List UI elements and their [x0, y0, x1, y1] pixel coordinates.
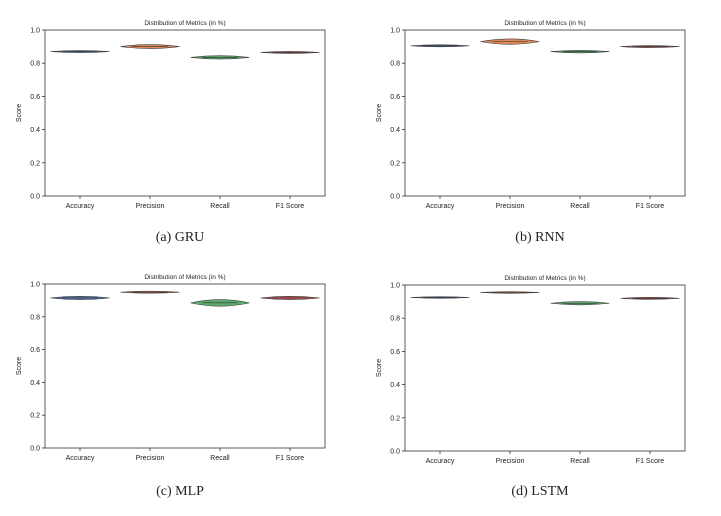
x-tick-label: Accuracy — [426, 458, 455, 465]
y-tick-label: 1.0 — [30, 28, 40, 35]
y-tick-label: 0.6 — [390, 349, 400, 356]
x-tick-label: F1 Score — [636, 203, 665, 210]
y-axis-label: Score — [376, 359, 383, 377]
x-tick-label: Recall — [570, 458, 590, 465]
y-tick-label: 0.2 — [390, 415, 400, 422]
x-tick-label: Recall — [210, 455, 230, 462]
y-tick-label: 0.4 — [30, 380, 40, 387]
y-tick-label: 0.4 — [390, 127, 400, 134]
y-tick-label: 0.2 — [30, 160, 40, 167]
caption-mlp: (c) MLP — [156, 484, 204, 499]
panel-lstm: Distribution of Metrics (in %) 0.0 0.2 0.4 0… — [360, 258, 720, 516]
y-tick-label: 0.8 — [390, 316, 400, 323]
y-axis-label: Score — [16, 104, 23, 122]
x-tick-label: Accuracy — [426, 203, 455, 210]
y-tick-label: 0.0 — [30, 194, 40, 201]
caption-lstm: (d) LSTM — [511, 484, 569, 499]
plot-frame — [404, 284, 686, 452]
y-tick-label: 0.0 — [390, 449, 400, 456]
y-tick-label: 0.4 — [390, 382, 400, 389]
y-tick-label: 0.0 — [30, 446, 40, 453]
chart-title: Distribution of Metrics (in %) — [144, 274, 225, 281]
chart-rnn: Distribution of Metrics (in %) 0.0 0.2 0.4 0… — [376, 20, 686, 210]
x-tick-label: F1 Score — [276, 203, 305, 210]
panel-mlp: Distribution of Metrics (in %) 0.0 0.2 0.4 0… — [0, 258, 360, 516]
plot-frame — [44, 283, 326, 449]
x-tick-label: Recall — [570, 203, 590, 210]
y-tick-label: 0.8 — [390, 61, 400, 68]
y-tick-label: 0.0 — [390, 194, 400, 201]
y-tick-label: 0.2 — [390, 160, 400, 167]
x-tick-label: Precision — [136, 455, 165, 462]
chart-gru: Distribution of Metrics (in %) 0.0 0.2 0.4 0… — [16, 20, 326, 210]
chart-mlp: Distribution of Metrics (in %) 0.0 0.2 0.4 0… — [16, 274, 326, 462]
x-tick-label: F1 Score — [276, 455, 305, 462]
plot-frame — [404, 29, 686, 197]
x-tick-label: F1 Score — [636, 458, 665, 465]
chart-title: Distribution of Metrics (in %) — [504, 275, 585, 282]
x-tick-label: Accuracy — [66, 455, 95, 462]
y-tick-label: 1.0 — [30, 282, 40, 289]
y-tick-label: 0.6 — [30, 94, 40, 101]
chart-title: Distribution of Metrics (in %) — [144, 20, 225, 27]
panel-gru: Distribution of Metrics (in %) 0.0 0.2 0.4 0… — [0, 0, 360, 258]
plot-frame — [44, 29, 326, 197]
y-tick-label: 0.6 — [30, 347, 40, 354]
chart-title: Distribution of Metrics (in %) — [504, 20, 585, 27]
caption-rnn: (b) RNN — [515, 230, 565, 245]
panel-rnn: Distribution of Metrics (in %) 0.0 0.2 0.4 0… — [360, 0, 720, 258]
y-tick-label: 0.8 — [30, 314, 40, 321]
x-tick-label: Precision — [496, 203, 525, 210]
y-tick-label: 0.6 — [390, 94, 400, 101]
x-tick-label: Recall — [210, 203, 230, 210]
y-axis-label: Score — [16, 357, 23, 375]
y-axis-label: Score — [376, 104, 383, 122]
caption-gru: (a) GRU — [155, 230, 205, 245]
x-tick-label: Accuracy — [66, 203, 95, 210]
y-tick-label: 0.4 — [30, 127, 40, 134]
y-tick-label: 0.2 — [30, 413, 40, 420]
x-tick-label: Precision — [136, 203, 165, 210]
chart-lstm: Distribution of Metrics (in %) 0.0 0.2 0.4 0… — [376, 275, 686, 465]
y-tick-label: 1.0 — [390, 283, 400, 290]
y-tick-label: 0.8 — [30, 61, 40, 68]
y-tick-label: 1.0 — [390, 28, 400, 35]
x-tick-label: Precision — [496, 458, 525, 465]
